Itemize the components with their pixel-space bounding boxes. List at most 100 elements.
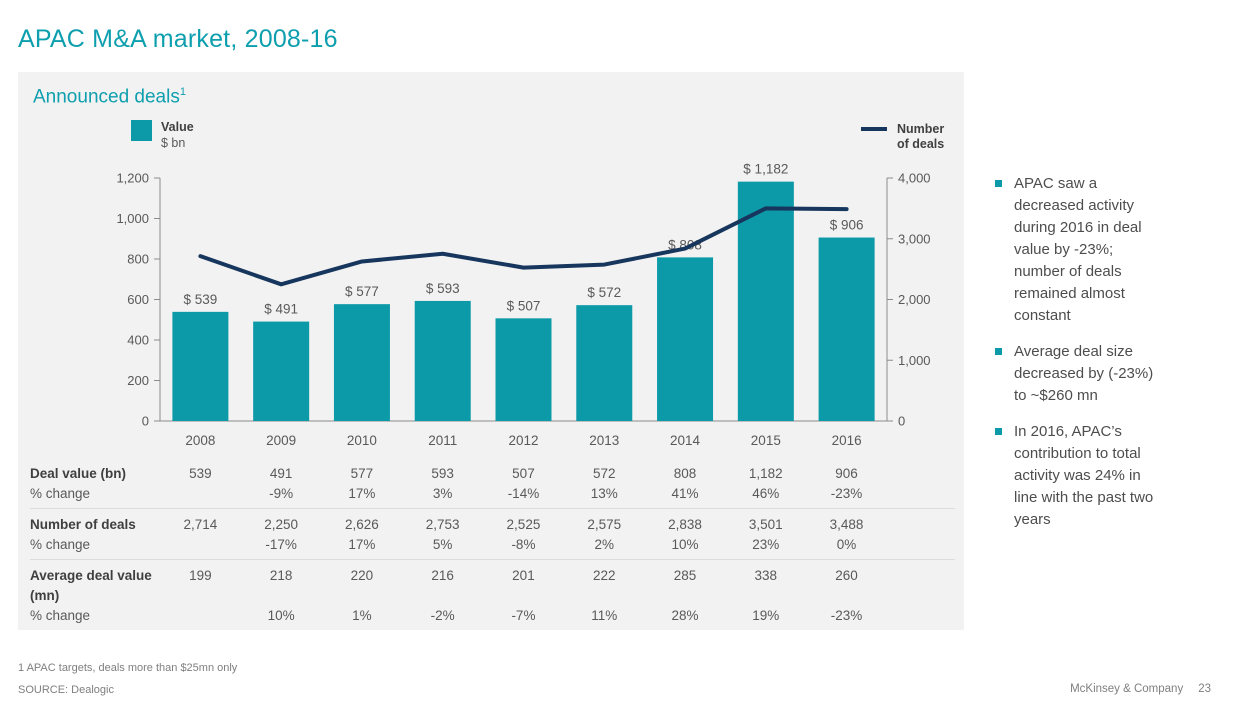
row-label-title: Deal value (bn) (30, 466, 127, 481)
x-tick-label: 2012 (508, 433, 538, 448)
cell-change: -9% (269, 486, 294, 501)
x-tick-label: 2009 (266, 433, 296, 448)
cell-change: 3% (432, 486, 453, 501)
bar-label: $ 577 (345, 284, 379, 299)
cell-value: 2,575 (587, 517, 622, 532)
insight-text: In 2016, APAC’s contribution to total ac… (1014, 423, 1154, 528)
cell-change: 11% (591, 608, 618, 623)
table-cell: 2,626 17% (322, 515, 403, 555)
row-label: Deal value (bn) % change (30, 464, 160, 504)
cell-value: 593 (431, 466, 454, 481)
cell-change (160, 606, 241, 626)
combo-chart: 0 200 400 600 800 1,000 1,200 0 1,000 2,000 3,000 4… (116, 162, 931, 448)
right-tick-label: 1,000 (898, 353, 931, 368)
source: SOURCE: Dealogic (18, 684, 114, 696)
cell-value: 338 (754, 568, 777, 583)
table-cell: 218 10% (241, 566, 322, 626)
row-label-sub: % change (30, 608, 91, 623)
cell-value: 3,488 (829, 517, 864, 532)
x-tick-label: 2016 (832, 433, 862, 448)
cell-value: 1,182 (748, 466, 783, 481)
table-group-2: Number of deals% change 2,714 2,250 -17% 2,… (30, 508, 955, 559)
row-label: Average deal value (mn) % change (30, 566, 160, 626)
right-tick-label: 3,000 (898, 231, 931, 246)
x-tick-label: 2014 (670, 433, 701, 448)
value-swatch-icon (131, 120, 152, 141)
cell-change (160, 535, 241, 555)
footer: McKinsey & Company 23 (1070, 683, 1211, 695)
cell-value: 539 (189, 466, 212, 481)
left-tick-label: 600 (127, 292, 149, 307)
cell-value: 577 (350, 466, 374, 481)
cell-change: -2% (430, 608, 455, 623)
legend-value: Value $ bn (131, 120, 194, 151)
legend-number-of-deals: Number of deals (861, 122, 957, 152)
cell-value: 2,838 (668, 517, 702, 532)
table-group-1: Deal value (bn)% change 539 491 -9% 577 17% 5… (30, 458, 955, 508)
table-cell: 507 -14% (483, 464, 564, 504)
table-cell: 285 28% (645, 566, 726, 626)
cell-value: 2,626 (345, 517, 379, 532)
cell-value: 491 (269, 466, 293, 481)
legend-value-unit: $ bn (161, 136, 186, 150)
cell-value: 220 (350, 568, 374, 583)
deals-line (198, 206, 849, 287)
cell-value: 507 (512, 466, 535, 481)
bar-label: $ 1,182 (743, 162, 788, 177)
table-cell: 3,488 0% (806, 515, 887, 555)
bullet-icon (995, 428, 1002, 435)
table-cell: 2,753 5% (402, 515, 483, 555)
cell-value: 3,501 (748, 517, 783, 532)
bar-label: $ 491 (264, 302, 298, 317)
table-group-3: Average deal value (mn) % change 199 218 10… (30, 559, 955, 630)
insight-item-2: Average deal size decreased by (-23%) to… (995, 341, 1215, 407)
table-cell: 2,714 (160, 515, 241, 555)
cell-value: 906 (835, 466, 858, 481)
table-cell: 593 3% (402, 464, 483, 504)
bar-2014 (657, 257, 714, 421)
bar-label: $ 539 (183, 292, 217, 307)
panel-heading: Announced deals1 (33, 86, 186, 108)
bar-2010 (333, 304, 390, 421)
bar-label: $ 593 (426, 281, 460, 296)
cell-change: 0% (836, 537, 857, 552)
row-label-sub: % change (30, 537, 91, 552)
cell-change: -8% (511, 537, 536, 552)
line-swatch-icon (861, 127, 887, 131)
cell-value: 2,714 (183, 517, 218, 532)
cell-value: 808 (673, 466, 697, 481)
left-tick-label: 1,000 (116, 211, 149, 226)
brand: McKinsey & Company (1070, 683, 1184, 695)
row-label-title: Number of deals (30, 517, 136, 532)
cell-change: -14% (507, 486, 540, 501)
right-tick-label: 2,000 (898, 292, 931, 307)
x-tick-label: 2011 (428, 433, 457, 448)
bullet-icon (995, 180, 1002, 187)
table-cell: 260 -23% (806, 566, 887, 626)
cell-value: 260 (835, 568, 858, 583)
cell-change: 23% (752, 537, 780, 552)
panel-heading-text: Announced deals (33, 86, 180, 108)
cell-change: 1% (352, 608, 372, 623)
table-cell: 572 13% (564, 464, 645, 504)
data-table: Deal value (bn)% change 539 491 -9% 577 17% 5… (30, 458, 955, 630)
bar-2011 (414, 300, 471, 421)
table-cell: 577 17% (322, 464, 403, 504)
bar-2013 (576, 305, 633, 421)
insights-list: APAC saw a decreased activity during 201… (995, 173, 1215, 545)
right-tick-label: 0 (898, 414, 905, 429)
cell-change: -23% (830, 486, 863, 501)
table-cell: 216 -2% (402, 566, 483, 626)
cell-value: 199 (189, 568, 212, 583)
legend-value-label: Value (161, 120, 194, 134)
cell-change (160, 484, 241, 504)
table-cell: 808 41% (645, 464, 726, 504)
cell-value: 201 (512, 568, 535, 583)
cell-change: -23% (830, 608, 863, 623)
cell-change: 10% (671, 537, 699, 552)
legend-line-label: Number of deals (897, 122, 945, 151)
row-label-title: Average deal value (mn) (30, 568, 152, 603)
cell-value: 222 (592, 568, 616, 583)
bullet-icon (995, 348, 1002, 355)
